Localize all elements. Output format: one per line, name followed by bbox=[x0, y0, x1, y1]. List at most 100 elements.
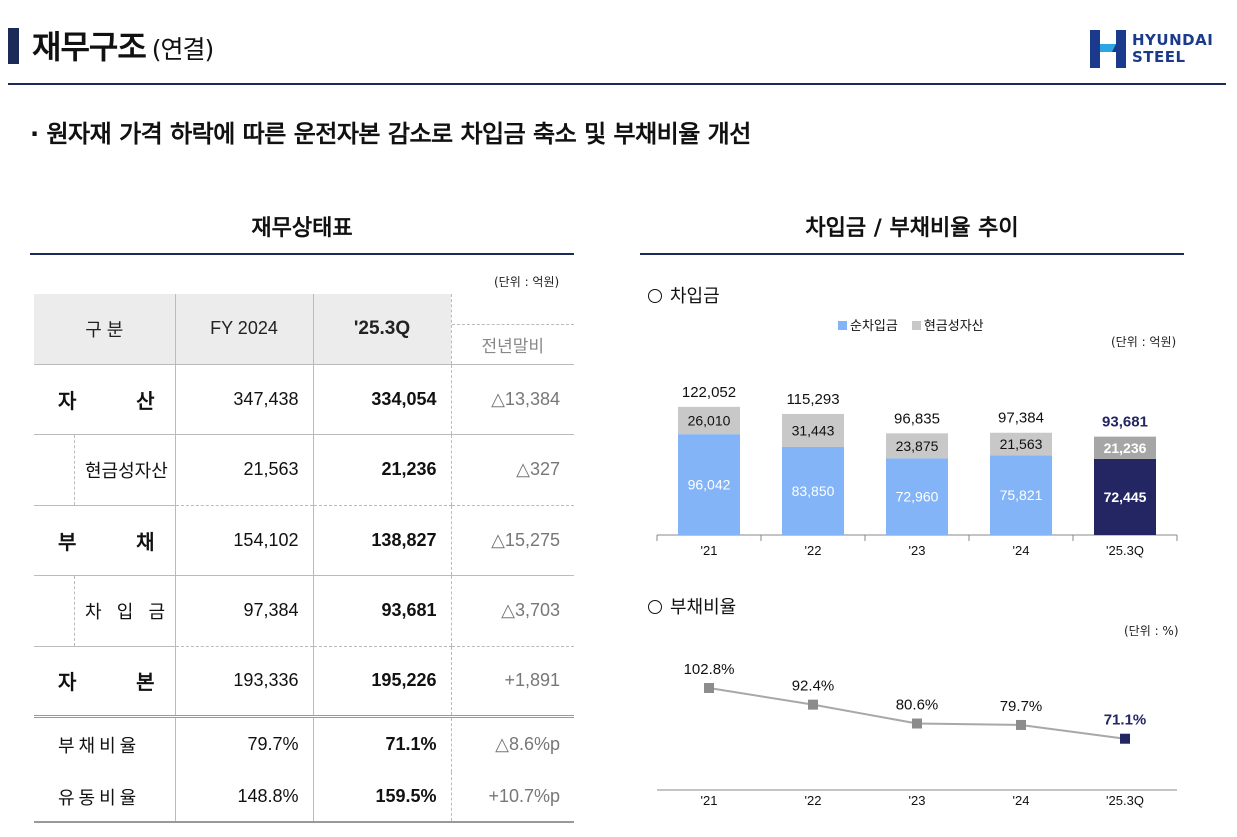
legend-item-cash: 현금성자산 bbox=[911, 315, 984, 334]
ratio-label: 79.7% bbox=[1000, 698, 1043, 715]
headline: · 원자재 가격 하락에 따른 운전자본 감소로 차입금 축소 및 부채비율 개… bbox=[30, 120, 751, 148]
ratio-point bbox=[704, 683, 714, 693]
table-header-row: 구 분 FY 2024 '25.3Q 전년말비 bbox=[34, 294, 574, 365]
cell-fy: 97,384 bbox=[174, 575, 313, 647]
balance-sheet-unit: (단위 : 억원) bbox=[494, 275, 560, 289]
x-tick-label: '24 bbox=[1013, 793, 1030, 808]
x-tick-label: '25.3Q bbox=[1106, 543, 1144, 558]
balance-sheet-title: 재무상태표 bbox=[251, 216, 353, 241]
bar-net-debt bbox=[678, 434, 740, 535]
borrowing-unit: (단위 : 억원) bbox=[1111, 335, 1177, 349]
row-label-cash: 현금성자산 bbox=[34, 434, 175, 506]
cell-q: 159.5% bbox=[312, 772, 451, 823]
row-label-current-ratio: 유동비율 bbox=[34, 772, 175, 823]
bar-label-cash: 21,563 bbox=[1000, 436, 1043, 452]
bar-cash bbox=[1094, 436, 1156, 459]
bar-cash bbox=[678, 406, 740, 435]
ratio-point bbox=[1016, 719, 1026, 730]
trend-title-line bbox=[640, 253, 1184, 255]
bar-label-cash: 23,875 bbox=[896, 438, 939, 454]
logo-h-icon bbox=[1090, 30, 1126, 68]
bar-net-debt bbox=[990, 455, 1052, 535]
header-divider bbox=[8, 83, 1226, 85]
hyundai-steel-logo: HYUNDAI STEEL bbox=[1090, 30, 1225, 70]
bar-cash bbox=[990, 432, 1052, 456]
bar-label-total: 93,681 bbox=[1102, 414, 1148, 431]
cell-fy: 21,563 bbox=[174, 434, 313, 506]
bar-label-net-debt: 96,042 bbox=[688, 477, 731, 493]
bar-label-cash: 26,010 bbox=[688, 413, 731, 429]
col-yoy: 전년말비 bbox=[450, 294, 574, 365]
cell-yoy: △8.6%p bbox=[450, 716, 574, 772]
title-accent-bar bbox=[8, 28, 19, 64]
x-tick-label: '21 bbox=[701, 543, 718, 558]
cell-fy: 148.8% bbox=[174, 772, 313, 823]
cell-fy: 79.7% bbox=[174, 716, 313, 772]
borrowing-chart-label: 차입금 bbox=[648, 282, 720, 308]
x-tick-label: '25.3Q bbox=[1106, 793, 1144, 808]
cell-fy: 347,438 bbox=[174, 364, 313, 435]
ratio-label: 92.4% bbox=[792, 678, 835, 695]
bar-label-total: 115,293 bbox=[786, 391, 839, 408]
row-label-debt-ratio: 부채비율 bbox=[58, 735, 141, 756]
x-tick-label: '22 bbox=[805, 793, 822, 808]
circle-bullet-icon bbox=[648, 289, 662, 303]
cell-q: 334,054 bbox=[312, 364, 451, 435]
cell-yoy: +1,891 bbox=[450, 646, 574, 718]
debt-ratio-line-chart: 102.8% '21 92.4% '22 80.6% '23 79.7% '24 71.1% '2… bbox=[657, 661, 1177, 808]
ratio-unit: (단위 : %) bbox=[1124, 624, 1179, 638]
cell-q: 138,827 bbox=[312, 505, 451, 576]
bar-label-cash: 21,236 bbox=[1104, 440, 1147, 456]
ratio-label: 102.8% bbox=[684, 661, 735, 678]
cell-q: 21,236 bbox=[312, 434, 451, 506]
cell-yoy: △327 bbox=[450, 434, 574, 506]
cell-yoy: △15,275 bbox=[450, 505, 574, 576]
bar-label-total: 97,384 bbox=[998, 410, 1044, 427]
legend-swatch bbox=[838, 321, 847, 330]
cell-fy: 193,336 bbox=[174, 646, 313, 718]
balance-sheet-title-line bbox=[30, 253, 574, 255]
bar-label-net-debt: 72,445 bbox=[1104, 489, 1147, 505]
ratio-chart-label: 부채비율 bbox=[648, 593, 736, 619]
x-tick-label: '24 bbox=[1013, 543, 1030, 558]
x-tick-label: '23 bbox=[909, 543, 926, 558]
table-row-cash: 현금성자산 21,563 21,236 △327 bbox=[34, 434, 574, 506]
bar-label-net-debt: 75,821 bbox=[1000, 487, 1043, 503]
bar-net-debt bbox=[886, 458, 948, 535]
col-fy2024: FY 2024 bbox=[174, 294, 313, 365]
bar-label-cash: 31,443 bbox=[792, 422, 835, 438]
cell-q: 93,681 bbox=[312, 575, 451, 647]
cell-q: 195,226 bbox=[312, 646, 451, 718]
table-row-current-ratio: 유동비율 148.8% 159.5% +10.7%p bbox=[34, 772, 574, 823]
col-yoy-label: 전년말비 bbox=[451, 323, 574, 364]
cell-yoy: △3,703 bbox=[450, 575, 574, 647]
page-title-sub: (연결) bbox=[151, 35, 215, 64]
x-tick-label: '22 bbox=[805, 543, 822, 558]
ratio-point bbox=[808, 699, 818, 710]
cell-fy: 154,102 bbox=[174, 505, 313, 576]
borrowing-bar-chart: 96,042 26,010 122,052 '21 83,850 31,443 115,29… bbox=[656, 384, 1178, 558]
ratio-point bbox=[912, 718, 922, 729]
bar-label-net-debt: 72,960 bbox=[896, 489, 939, 505]
x-tick-label: '23 bbox=[909, 793, 926, 808]
bar-label-total: 96,835 bbox=[894, 410, 940, 427]
col-25-3q: '25.3Q bbox=[312, 294, 451, 365]
legend-swatch bbox=[911, 321, 921, 330]
ratio-label: 71.1% bbox=[1104, 712, 1147, 729]
ratio-label: 80.6% bbox=[896, 697, 939, 714]
trend-title: 차입금 / 부채비율 추이 bbox=[805, 216, 1019, 241]
bar-net-debt bbox=[782, 446, 844, 535]
table-row-debt-ratio: 부채비율 79.7% 71.1% △8.6%p bbox=[34, 716, 574, 772]
page-title: 재무구조 (연결) bbox=[32, 28, 215, 66]
col-category: 구 분 bbox=[34, 294, 175, 365]
x-tick-label: '21 bbox=[701, 793, 718, 808]
